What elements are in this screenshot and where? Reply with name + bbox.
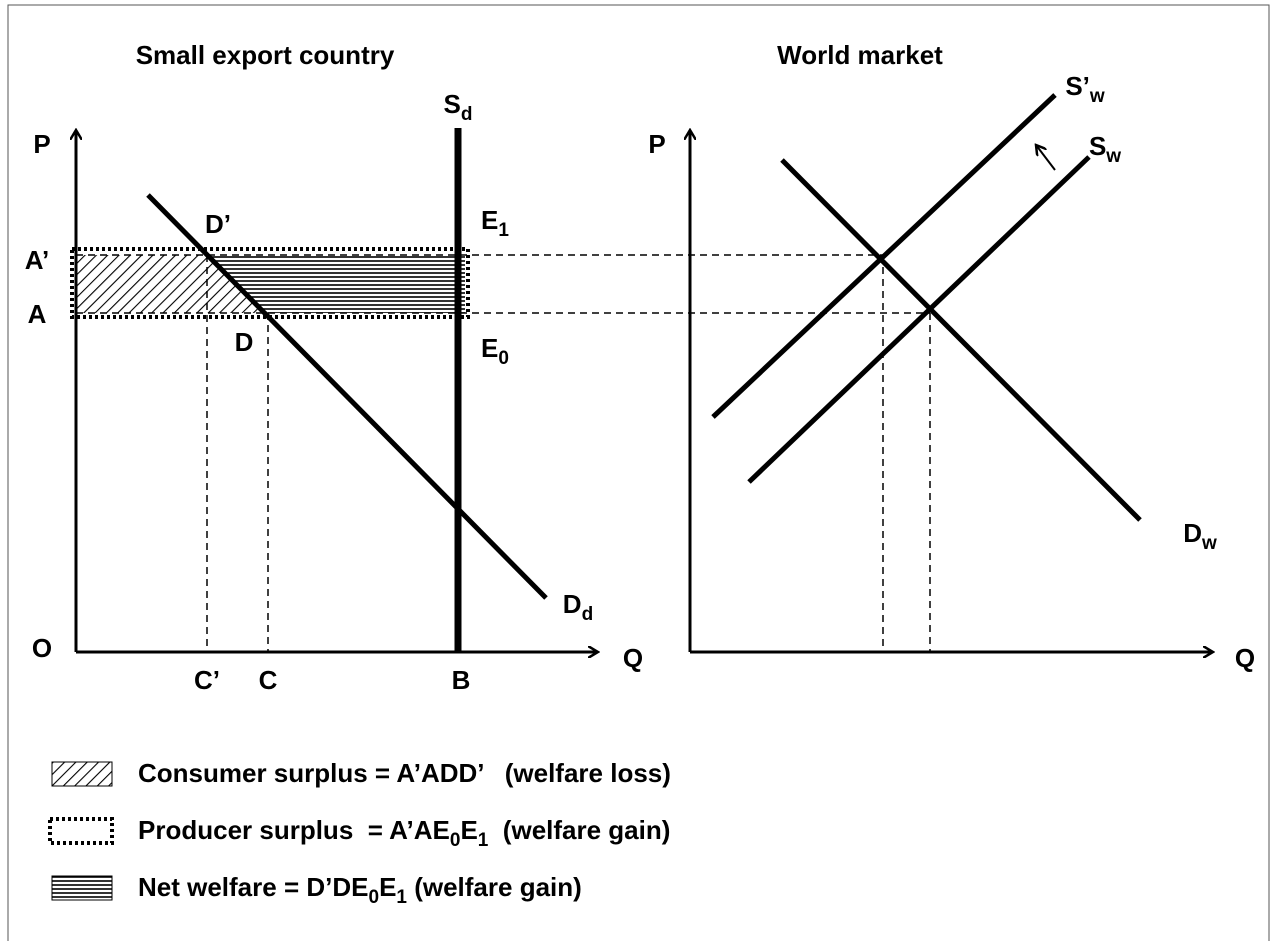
label-text: P [648, 129, 665, 159]
label-text: Net welfare = D’DE [138, 872, 368, 902]
point-label: D [235, 327, 254, 357]
subscript: d [461, 104, 473, 125]
subscript: 0 [498, 348, 509, 369]
point-label: E0 [481, 333, 509, 369]
legend-label: Producer surplus = A’AE0E1 (welfare gain… [138, 815, 670, 851]
label-text: P [33, 129, 50, 159]
point-label: O [32, 633, 52, 663]
net-welfare-area [205, 255, 465, 313]
panel-title: World market [777, 40, 943, 70]
curves [146, 93, 1142, 652]
point-label: Dd [563, 589, 593, 625]
label-text: Q [1235, 643, 1255, 673]
subscript: w [1089, 86, 1105, 107]
subscript: 0 [450, 830, 461, 851]
panel-title: Small export country [136, 40, 395, 70]
point-label: P [648, 129, 665, 159]
label-text: E [460, 815, 477, 845]
axes [76, 130, 1213, 652]
label-text: C’ [194, 665, 220, 695]
point-label: C [259, 665, 278, 695]
legend-icon [51, 875, 113, 901]
legend-label: Consumer surplus = A’ADD’ (welfare loss) [138, 758, 671, 788]
label-text: A [28, 299, 47, 329]
point-label: Dw [1183, 518, 1217, 554]
subscript: 1 [498, 220, 509, 241]
point-label: P [33, 129, 50, 159]
point-label: E1 [481, 205, 509, 241]
legend-label: Net welfare = D’DE0E1 (welfare gain) [138, 872, 582, 908]
label-text: S [444, 89, 461, 119]
label-text: B [452, 665, 471, 695]
label-text: (welfare gain) [488, 815, 670, 845]
subscript: w [1201, 533, 1217, 554]
label-text: Consumer surplus = A’ADD’ (welfare loss) [138, 758, 671, 788]
label-text: E [481, 205, 498, 235]
subscript: 1 [478, 830, 489, 851]
point-label: Q [623, 643, 643, 673]
point-label: B [452, 665, 471, 695]
subscript: 1 [396, 887, 407, 908]
label-text: O [32, 633, 52, 663]
label-text: E [481, 333, 498, 363]
point-label: D’ [205, 209, 231, 239]
point-label: A’ [25, 245, 50, 275]
point-label: Sd [444, 89, 473, 125]
point-label: A [28, 299, 47, 329]
point-label: Sw [1089, 131, 1121, 167]
label-text: E [379, 872, 396, 902]
subscript: w [1105, 146, 1121, 167]
guide-lines [76, 254, 931, 652]
frame [7, 4, 1270, 941]
point-label: C’ [194, 665, 220, 695]
shift-arrow [1036, 145, 1056, 171]
label-text: (welfare gain) [407, 872, 582, 902]
label-text: S [1089, 131, 1106, 161]
label-text: D’ [205, 209, 231, 239]
label-text: D [1183, 518, 1202, 548]
label-text: D [235, 327, 254, 357]
subscript: d [582, 604, 594, 625]
label-text: D [563, 589, 582, 619]
label-text: C [259, 665, 278, 695]
point-label: S’w [1065, 71, 1105, 107]
label-text: A’ [25, 245, 50, 275]
label-text: Q [623, 643, 643, 673]
legend-icon [51, 761, 113, 787]
legend-icon [48, 817, 114, 845]
point-label: Q [1235, 643, 1255, 673]
label-text: Producer surplus = A’AE [138, 815, 450, 845]
label-text: S’ [1065, 71, 1090, 101]
subscript: 0 [368, 887, 379, 908]
